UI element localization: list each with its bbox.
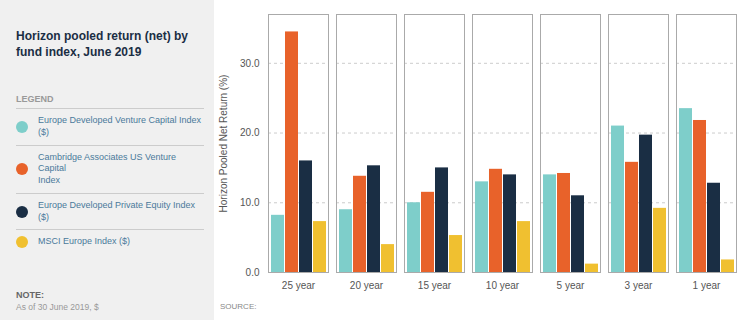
svg-text:20 year: 20 year bbox=[350, 280, 384, 291]
html-text:SOURCE:: SOURCE: bbox=[220, 302, 257, 311]
html-text:MSCI Europe Index ($): MSCI Europe Index ($) bbox=[38, 236, 130, 247]
html-text:As of 30 June 2019, $: As of 30 June 2019, $ bbox=[16, 302, 99, 312]
html-text:Horizon pooled return (net) by: Horizon pooled return (net) by fund inde… bbox=[16, 29, 188, 60]
svg-text:1 year: 1 year bbox=[693, 280, 721, 291]
svg-text:15 year: 15 year bbox=[418, 280, 452, 291]
html-text:NOTE:: NOTE: bbox=[16, 290, 44, 300]
svg-text:3 year: 3 year bbox=[625, 280, 653, 291]
svg-text:25 year: 25 year bbox=[282, 280, 316, 291]
html-text:Cambridge Associates US Ventur: Cambridge Associates US Venture Capital … bbox=[38, 151, 177, 186]
html-text:Europe Developed Venture Capit: Europe Developed Venture Capital Index (… bbox=[38, 115, 202, 138]
svg-text:10.0: 10.0 bbox=[240, 197, 260, 208]
svg-text:10 year: 10 year bbox=[486, 280, 520, 291]
html-text:LEGEND: LEGEND bbox=[16, 94, 54, 105]
svg-text:5 year: 5 year bbox=[557, 280, 585, 291]
html-text:Europe Developed Private Equit: Europe Developed Private Equity Index ($… bbox=[38, 199, 196, 222]
svg-text:Horizon Pooled Net Return (%): Horizon Pooled Net Return (%) bbox=[218, 75, 229, 213]
svg-text:0.0: 0.0 bbox=[246, 267, 260, 278]
svg-text:20.0: 20.0 bbox=[240, 127, 260, 138]
svg-text:30.0: 30.0 bbox=[240, 58, 260, 69]
